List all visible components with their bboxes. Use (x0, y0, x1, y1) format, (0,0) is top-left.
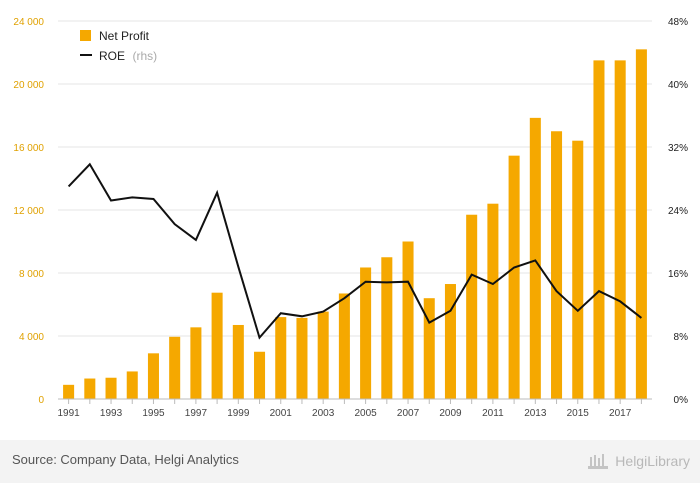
bar-net-profit-2005 (360, 267, 372, 399)
bar-net-profit-2003 (317, 311, 329, 399)
legend-roe-name: ROE (99, 49, 125, 63)
bar-net-profit-1991 (63, 384, 75, 399)
bar-net-profit-2004 (338, 293, 350, 399)
bar-net-profit-1995 (147, 353, 159, 399)
y-left-tick-label: 24 000 (13, 17, 44, 28)
y-right-tick-label: 16% (668, 269, 688, 280)
x-tick-label: 2009 (439, 408, 462, 419)
line-roe (67, 162, 643, 340)
y-left-tick-label: 12 000 (13, 206, 44, 217)
y-right-tick-label: 24% (668, 206, 688, 217)
x-tick-label: 2011 (482, 408, 504, 419)
bar-net-profit-2017 (614, 60, 626, 399)
x-tick-label: 2007 (397, 408, 420, 419)
bar-net-profit-1994 (126, 371, 138, 399)
bar-net-profit-2015 (572, 140, 584, 399)
legend-roe-note: (rhs) (132, 49, 157, 63)
bar-net-profit-2016 (593, 60, 605, 399)
y-left-tick-label: 20 000 (13, 80, 44, 91)
bar-net-profit-2009 (444, 284, 456, 399)
x-tick-label: 2017 (609, 408, 632, 419)
bar-net-profit-2012 (508, 155, 520, 399)
y-left-tick-label: 4 000 (19, 332, 44, 343)
bar-net-profit-2011 (487, 203, 499, 399)
y-left-tick-label: 0 (38, 395, 44, 406)
chart-area: 0 4 000 8 000 12 000 16 000 20 000 24 000 0% 8% 1… (13, 17, 689, 419)
bar-net-profit-2001 (275, 317, 287, 399)
bar-net-profit-1998 (211, 292, 223, 399)
x-tick-label: 1995 (142, 408, 165, 419)
bar-net-profit-2008 (423, 298, 435, 399)
legend-label-net-profit: Net Profit (99, 29, 150, 43)
bar-net-profit-1999 (232, 324, 244, 399)
bar-net-profit-2013 (529, 117, 541, 400)
y-right-tick-label: 40% (668, 80, 688, 91)
bar-net-profit-2014 (551, 131, 563, 399)
library-icon (588, 454, 609, 469)
x-tick-label: 2005 (354, 408, 377, 419)
y-right-tick-label: 8% (674, 332, 689, 343)
y-left-tick-label: 16 000 (13, 143, 44, 154)
x-tick-label: 2015 (567, 408, 590, 419)
bar-net-profit-1997 (190, 327, 202, 399)
bar-net-profit-2000 (254, 351, 266, 399)
y-left-tick-label: 8 000 (19, 269, 44, 280)
x-tick-label: 1999 (227, 408, 250, 419)
bar-net-profit-1992 (84, 378, 96, 399)
x-tick-label: 1993 (100, 408, 123, 419)
x-tick-label: 1997 (185, 408, 208, 419)
legend-label-roe: ROE (rhs) (99, 47, 157, 64)
x-tick-label: 2003 (312, 408, 335, 419)
bar-net-profit-2010 (466, 214, 478, 399)
legend: Net Profit ROE (rhs) (80, 29, 157, 64)
brand-name: HelgiLibrary (615, 453, 690, 469)
legend-swatch-net-profit (80, 30, 91, 41)
bar-net-profit-1996 (169, 336, 181, 399)
brand-logo: HelgiLibrary (587, 448, 690, 474)
x-tick-label: 2013 (524, 408, 547, 419)
bar-net-profit-2018 (635, 49, 647, 399)
net-profit-roe-chart: 0 4 000 8 000 12 000 16 000 20 000 24 000 0% 8% 1… (13, 17, 689, 419)
bar-net-profit-2006 (381, 257, 393, 399)
y-right-tick-label: 32% (668, 143, 688, 154)
y-right-tick-label: 0% (674, 395, 689, 406)
footer: Source: Company Data, Helgi Analytics He… (0, 440, 700, 483)
source-note: Source: Company Data, Helgi Analytics (12, 452, 239, 467)
bar-net-profit-2007 (402, 241, 414, 399)
x-tick-label: 2001 (270, 408, 293, 419)
bar-net-profit-2002 (296, 317, 308, 399)
bar-net-profit-1993 (105, 377, 117, 399)
y-right-tick-label: 48% (668, 17, 688, 28)
x-tick-label: 1991 (57, 408, 80, 419)
